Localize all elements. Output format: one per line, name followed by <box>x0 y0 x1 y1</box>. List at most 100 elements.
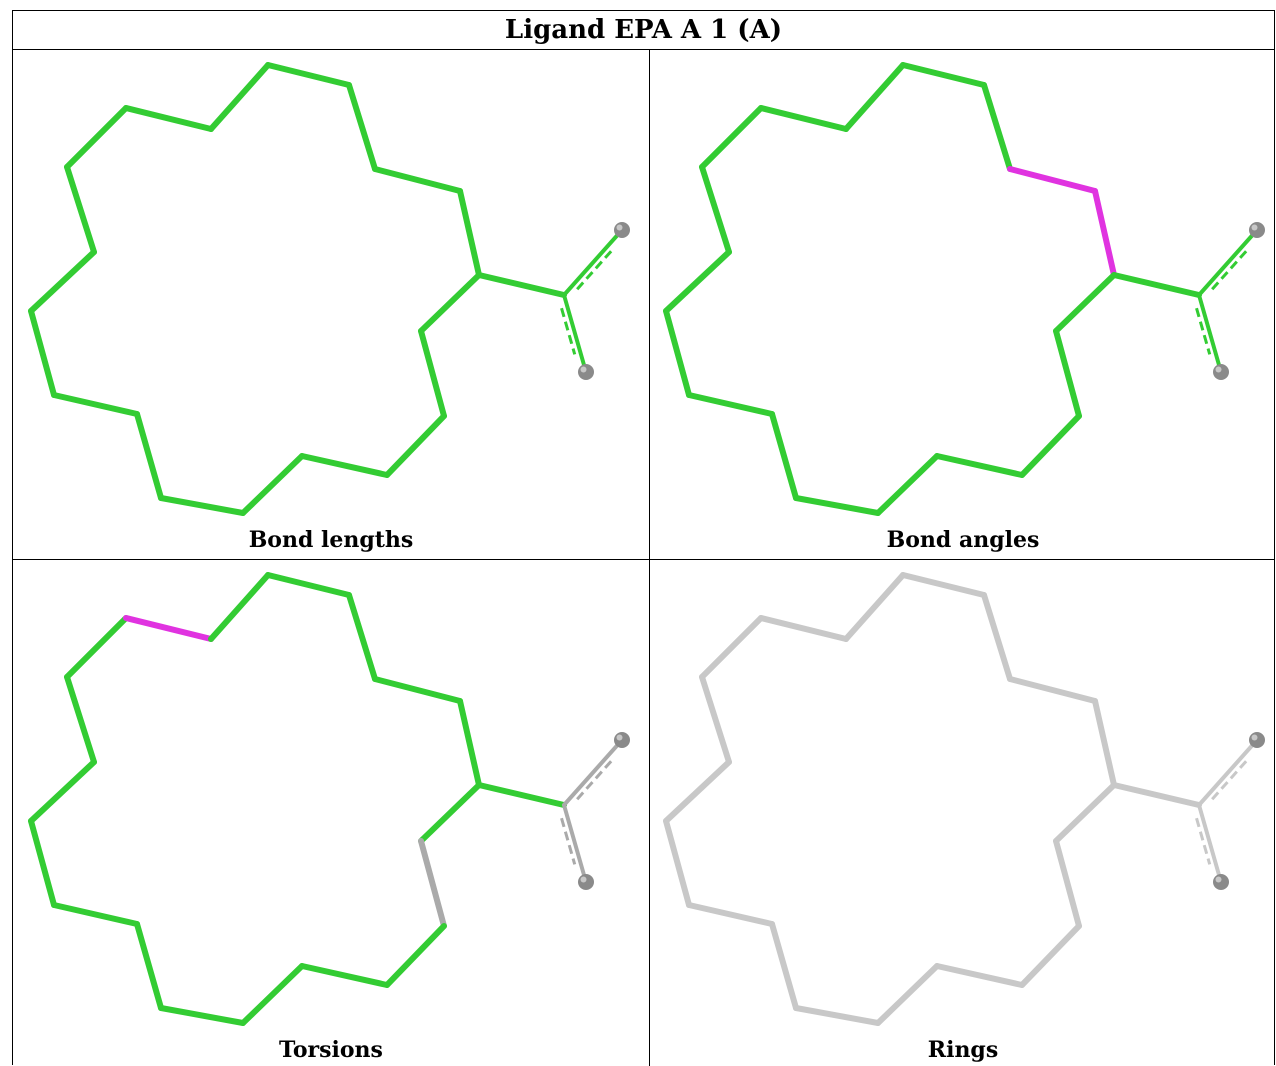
ring-bond <box>28 818 57 908</box>
ring-bond <box>875 963 940 1026</box>
ring-bond <box>981 592 1013 682</box>
oxygen-atom-b <box>1213 874 1229 890</box>
oxygen-atom-b-shine <box>1215 366 1222 373</box>
oxygen-atom-b-shine <box>580 366 587 373</box>
ring-bond <box>900 62 987 88</box>
ring-bond <box>418 838 447 929</box>
ring-bond <box>64 674 97 765</box>
oxygen-atom-a <box>1249 222 1265 238</box>
carboxyl-bond-a-double <box>576 759 614 801</box>
ring-bond <box>699 674 732 765</box>
ring-bond <box>758 105 849 132</box>
molecule <box>28 572 630 1026</box>
ring-bond <box>158 1005 246 1026</box>
figure-table: Ligand EPA A 1 (A) Bond lengths Bond ang… <box>12 10 1276 1066</box>
ring-bond <box>457 698 482 788</box>
ring-bond <box>686 392 775 417</box>
caption-bond-angles: Bond angles <box>886 527 1040 553</box>
carboxyl-bond-b <box>562 803 588 884</box>
ring-bond <box>372 676 463 704</box>
ring-bond <box>123 615 214 642</box>
ring-bond <box>900 572 987 598</box>
oxygen-atom-a-shine <box>1251 734 1258 741</box>
ring-bond <box>1092 698 1117 788</box>
ring-bond <box>134 921 164 1011</box>
ring-bond <box>64 164 97 255</box>
carboxyl-bond-b <box>562 293 588 374</box>
ring-bond <box>769 921 799 1011</box>
ring-bond <box>384 923 447 988</box>
oxygen-atom-b-shine <box>1215 876 1222 883</box>
oxygen-atom-a-shine <box>616 734 623 741</box>
ring-bond <box>934 963 1025 988</box>
carboxyl-bond-a-double <box>576 249 614 291</box>
oxygen-atom-a <box>1249 732 1265 748</box>
branch-bond <box>1111 782 1202 808</box>
ring-bond <box>663 249 732 314</box>
caption-bond-lengths: Bond lengths <box>248 527 414 553</box>
molecule <box>663 572 1265 1026</box>
ring-bond <box>1053 328 1082 419</box>
ring-bond <box>51 902 140 927</box>
ring-bond <box>769 411 799 501</box>
ring-bond <box>372 166 463 194</box>
ring-bond <box>758 615 849 642</box>
ring-bond <box>346 592 378 682</box>
ring-bond <box>346 82 378 172</box>
oxygen-atom-b-shine <box>580 876 587 883</box>
ring-bond <box>793 495 881 516</box>
carboxyl-bond-b-double <box>1195 307 1212 355</box>
ring-bond <box>699 105 764 170</box>
carboxyl-bond-a <box>1197 738 1259 807</box>
ring-bond <box>28 249 97 314</box>
oxygen-atom-b <box>578 874 594 890</box>
ring-bond <box>981 82 1013 172</box>
ring-bond <box>64 615 129 680</box>
ring-bond <box>240 453 305 516</box>
caption-torsions: Torsions <box>279 1037 383 1063</box>
ring-bond <box>123 105 214 132</box>
ring-bond <box>418 782 482 844</box>
ring-bond <box>457 188 482 278</box>
ring-bond <box>1053 272 1117 334</box>
ring-bond <box>208 572 271 642</box>
ring-bond <box>663 308 692 398</box>
ring-bond <box>299 963 390 988</box>
ring-bond <box>384 413 447 478</box>
branch-bond <box>476 782 567 808</box>
carboxyl-bond-b-double <box>1195 817 1212 865</box>
branch-bond <box>476 272 567 298</box>
ring-bond <box>299 453 390 478</box>
ring-bond <box>158 495 246 516</box>
ring-bond <box>134 411 164 501</box>
ring-bond <box>51 392 140 417</box>
ring-bond <box>418 272 482 334</box>
molecule-view-torsions <box>28 572 630 1026</box>
branch-bond <box>1111 272 1202 298</box>
ring-bond <box>843 572 906 642</box>
panel-torsions: Torsions <box>13 560 649 1066</box>
molecule-view-bond-angles <box>663 62 1265 516</box>
carboxyl-bond-b <box>1197 293 1223 374</box>
ring-bond <box>934 453 1025 478</box>
ring-bond <box>208 62 271 132</box>
carboxyl-bond-a <box>562 228 624 297</box>
oxygen-atom-b <box>1213 364 1229 380</box>
ring-bond <box>793 1005 881 1026</box>
carboxyl-bond-a <box>1197 228 1259 297</box>
ring-bond <box>663 759 732 824</box>
ring-bond <box>699 164 732 255</box>
ring-bond <box>663 818 692 908</box>
ring-bond <box>1019 923 1082 988</box>
ring-bond <box>265 62 352 88</box>
ring-bond <box>1092 188 1117 278</box>
oxygen-atom-a-shine <box>616 224 623 231</box>
caption-rings: Rings <box>927 1037 999 1063</box>
oxygen-atom-a <box>614 222 630 238</box>
panel-bond-lengths: Bond lengths <box>13 50 649 559</box>
ring-bond <box>1007 166 1098 194</box>
panel-rings: Rings <box>650 560 1276 1066</box>
ring-bond <box>28 759 97 824</box>
carboxyl-bond-b-double <box>560 307 577 355</box>
ring-bond <box>28 308 57 398</box>
